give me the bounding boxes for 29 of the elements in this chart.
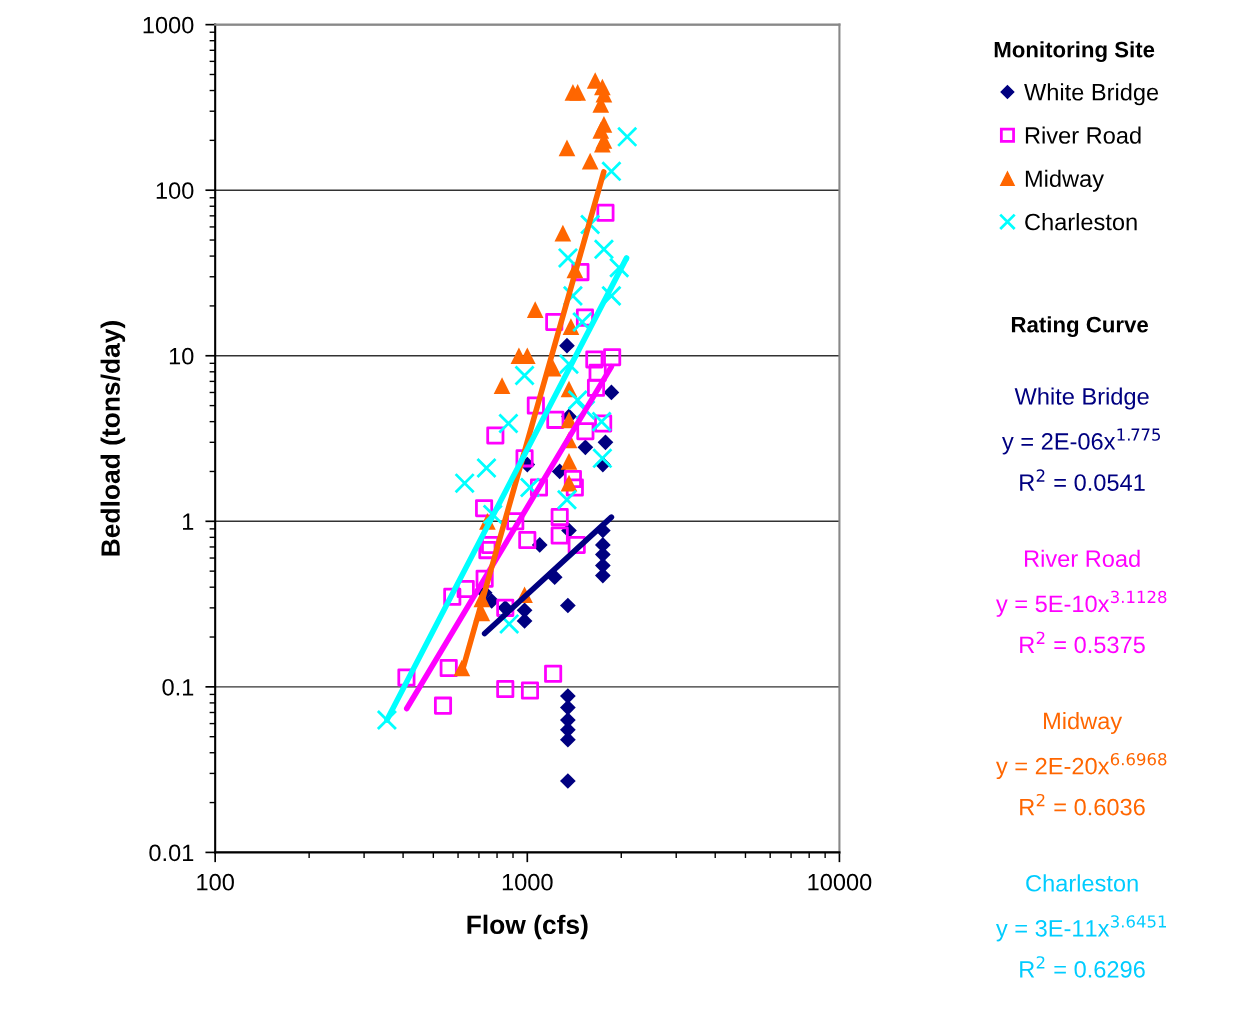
x-tick-label: 10000 [808,873,872,891]
text: R$^{2}$ = 0.6296 [1020,956,1145,978]
text: y = 3E-11x$^{3.6451}$ [995,915,1166,942]
y-tick-label: 0.1 [162,678,194,696]
text: y = 2E-20x$^{6.6968}$ [995,752,1167,780]
text: y = 5E-10x$^{3.1128}$ [995,590,1167,617]
y-tick-label: 1 [183,513,194,530]
legend-title: Monitoring Site [994,41,1155,62]
text: Midway [1044,712,1123,735]
text: R$^{2}$ = 0.0541 [1020,469,1145,491]
legend-label: Midway [1025,169,1104,192]
y-axis-title: Bedload (tons/day) [100,321,126,556]
x-tick-label: 100 [197,873,234,891]
y-tick-label: 0.01 [149,844,194,862]
y-tick-label: 10 [169,347,194,365]
text: y = 2E-06x$^{1.775}$ [1002,428,1161,455]
text: R$^{2}$ = 0.5375 [1020,631,1145,654]
x-axis-title: Flow (cfs) [467,914,588,940]
legend-label: River Road [1025,126,1141,144]
x-tick-label: 1000 [502,873,553,891]
legend-label: White Bridge [1024,83,1159,106]
text: Rating Curve [1011,316,1148,337]
y-tick-label: 1000 [143,16,194,34]
legend-label: Charleston [1025,213,1137,231]
text: White Bridge [1014,387,1149,410]
text: River Road [1025,549,1140,568]
y-tick-label: 100 [156,182,194,199]
text: Charleston [1026,874,1138,892]
text: R$^{2}$ = 0.6036 [1020,793,1145,816]
